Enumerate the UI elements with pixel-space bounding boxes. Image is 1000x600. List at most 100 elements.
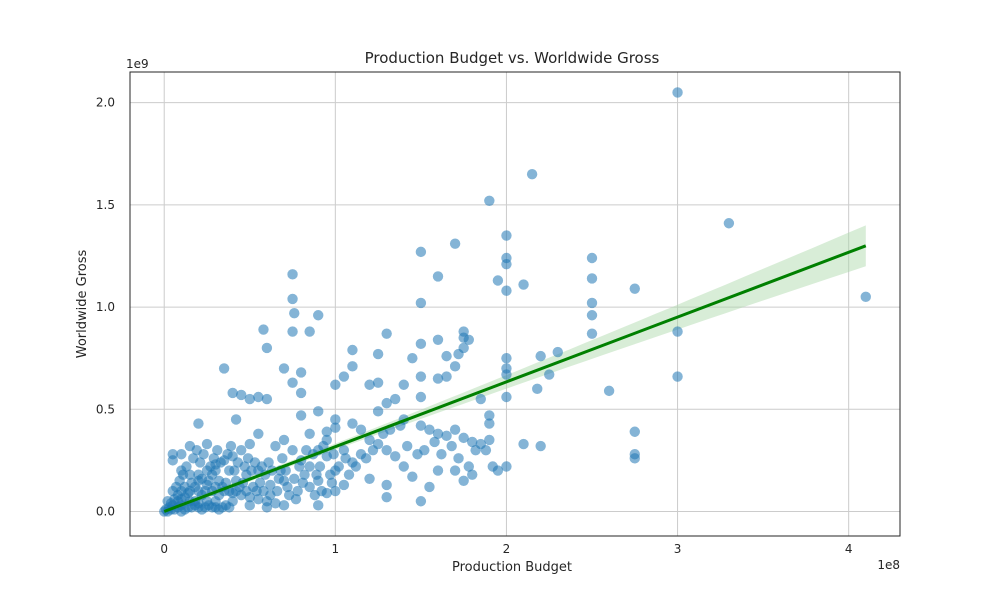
y-axis-offset-label: 1e9 [126,57,149,71]
data-point [295,387,307,399]
data-point [347,418,358,429]
data-point [270,498,281,509]
data-point [381,444,392,456]
data-point [723,218,735,229]
data-point [470,444,481,456]
data-point [449,238,461,249]
data-point [297,477,309,489]
data-point [372,377,384,388]
data-point [518,279,529,290]
data-point [338,444,350,456]
data-point [372,406,384,417]
data-point [347,361,358,372]
data-point [532,383,543,395]
x-axis-ticks: 0 1 2 3 4 [160,542,852,556]
data-point [458,475,469,487]
data-point [355,424,367,435]
data-point [304,326,315,337]
data-point [586,273,598,284]
data-point [398,461,409,472]
data-point [432,465,444,476]
data-point [586,310,598,321]
data-point [402,440,413,452]
data-point [328,449,339,460]
data-point [212,444,223,456]
data-point [258,324,269,335]
data-point [330,379,341,390]
data-point [225,440,237,452]
data-point [350,461,362,472]
data-point [419,444,430,456]
data-point [295,410,307,421]
data-point [278,500,290,511]
data-point [415,496,427,507]
data-point [390,451,401,462]
data-point [176,494,187,505]
data-point [449,465,461,476]
data-point [311,469,322,480]
data-point [526,169,538,180]
data-point [277,453,288,464]
data-point [244,438,255,450]
data-point [453,453,464,464]
data-point [424,481,435,493]
data-point [860,291,871,303]
data-point [304,428,315,439]
data-point [287,326,298,337]
chart-title: Production Budget vs. Worldwide Gross [365,49,660,67]
data-point [287,377,298,388]
data-point [458,432,469,444]
data-point [325,469,336,480]
data-point [501,369,512,380]
data-point [552,346,563,358]
data-point [535,440,546,452]
x-tick-label: 1 [332,542,340,556]
data-point [446,440,457,452]
data-point [381,328,392,339]
data-point [492,275,504,286]
data-point [227,387,238,399]
data-point [218,363,230,374]
data-point [672,371,683,382]
data-point [501,285,512,296]
data-point [372,348,384,360]
data-point [364,434,375,446]
data-point [449,424,461,435]
data-point [484,418,495,429]
data-point [229,465,240,476]
data-point [340,453,351,464]
y-tick-label: 1.0 [96,300,115,314]
data-point [316,485,327,497]
data-point [289,307,300,319]
data-point [501,352,512,364]
data-point [629,283,640,294]
data-point [263,457,274,468]
data-point [436,449,447,460]
data-point [321,426,332,437]
data-point [415,338,427,350]
data-point [176,449,187,460]
data-point [236,389,247,401]
data-point [432,271,444,282]
data-point [463,461,474,472]
data-point [253,494,264,505]
data-point [304,461,315,472]
data-point [338,371,350,382]
data-point [206,469,218,480]
data-point [484,410,495,421]
data-point [463,334,474,345]
data-point [313,500,324,511]
data-point [501,258,512,270]
data-point [254,477,266,489]
data-point [487,461,498,472]
data-point [273,473,285,484]
data-point [326,477,338,489]
data-point [603,385,615,397]
data-point [441,350,452,362]
data-point [360,453,372,464]
data-point [287,269,298,280]
data-point [194,457,206,468]
data-point [475,393,486,405]
data-point [224,502,235,513]
